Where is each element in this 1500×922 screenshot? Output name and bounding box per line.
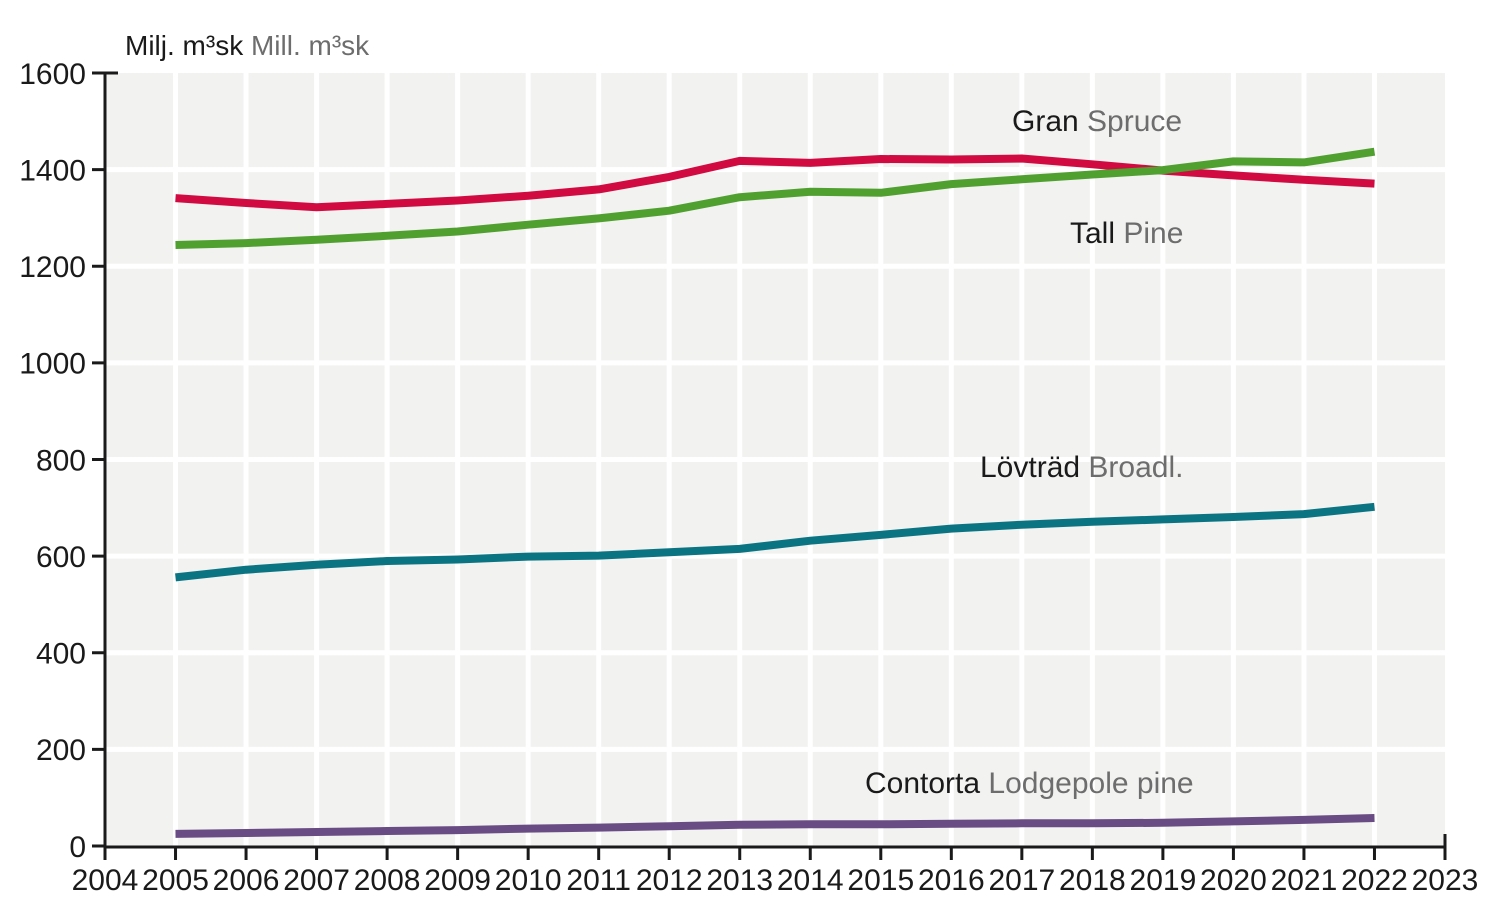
- series-label-tall: Tall Pine: [1070, 217, 1183, 250]
- series-label-contorta: Contorta Lodgepole pine: [865, 767, 1194, 800]
- x-tick-label: 2006: [213, 864, 280, 897]
- x-tick-label: 2015: [847, 864, 914, 897]
- y-tick-label: 1400: [19, 154, 86, 187]
- x-tick-label: 2004: [72, 864, 139, 897]
- x-tick-label: 2010: [495, 864, 562, 897]
- x-tick-label: 2011: [566, 864, 631, 897]
- x-tick-label: 2013: [706, 864, 773, 897]
- y-tick-label: 200: [36, 734, 86, 767]
- series-label-gran: Gran Spruce: [1012, 105, 1182, 138]
- x-tick-label: 2019: [1130, 864, 1197, 897]
- x-tick-label: 2020: [1200, 864, 1267, 897]
- y-axis-title: Milj. m³sk Mill. m³sk: [125, 30, 370, 61]
- x-tick-label: 2012: [636, 864, 703, 897]
- x-tick-label: 2014: [777, 864, 844, 897]
- x-tick-label: 2005: [142, 864, 209, 897]
- x-tick-label: 2023: [1412, 864, 1479, 897]
- y-tick-label: 1000: [19, 348, 86, 381]
- y-tick-label: 0: [69, 831, 86, 864]
- x-tick-label: 2017: [988, 864, 1055, 897]
- y-tick-label: 1600: [19, 58, 86, 91]
- y-tick-label: 1200: [19, 251, 86, 284]
- series-line-contorta: [175, 814, 1375, 838]
- series-line-tall: [175, 147, 1376, 249]
- x-tick-label: 2016: [918, 864, 985, 897]
- series-label-lovtrad: Lövträd Broadl.: [980, 451, 1183, 484]
- x-tick-label: 2009: [424, 864, 491, 897]
- y-tick-label: 400: [36, 638, 86, 671]
- x-tick-label: 2007: [283, 864, 350, 897]
- x-tick-label: 2008: [354, 864, 421, 897]
- x-tick-label: 2021: [1271, 864, 1338, 897]
- y-tick-label: 800: [36, 444, 86, 477]
- series-line-lovtrad: [175, 502, 1375, 582]
- x-tick-label: 2022: [1341, 864, 1408, 897]
- x-tick-label: 2018: [1059, 864, 1126, 897]
- y-tick-label: 600: [36, 541, 86, 574]
